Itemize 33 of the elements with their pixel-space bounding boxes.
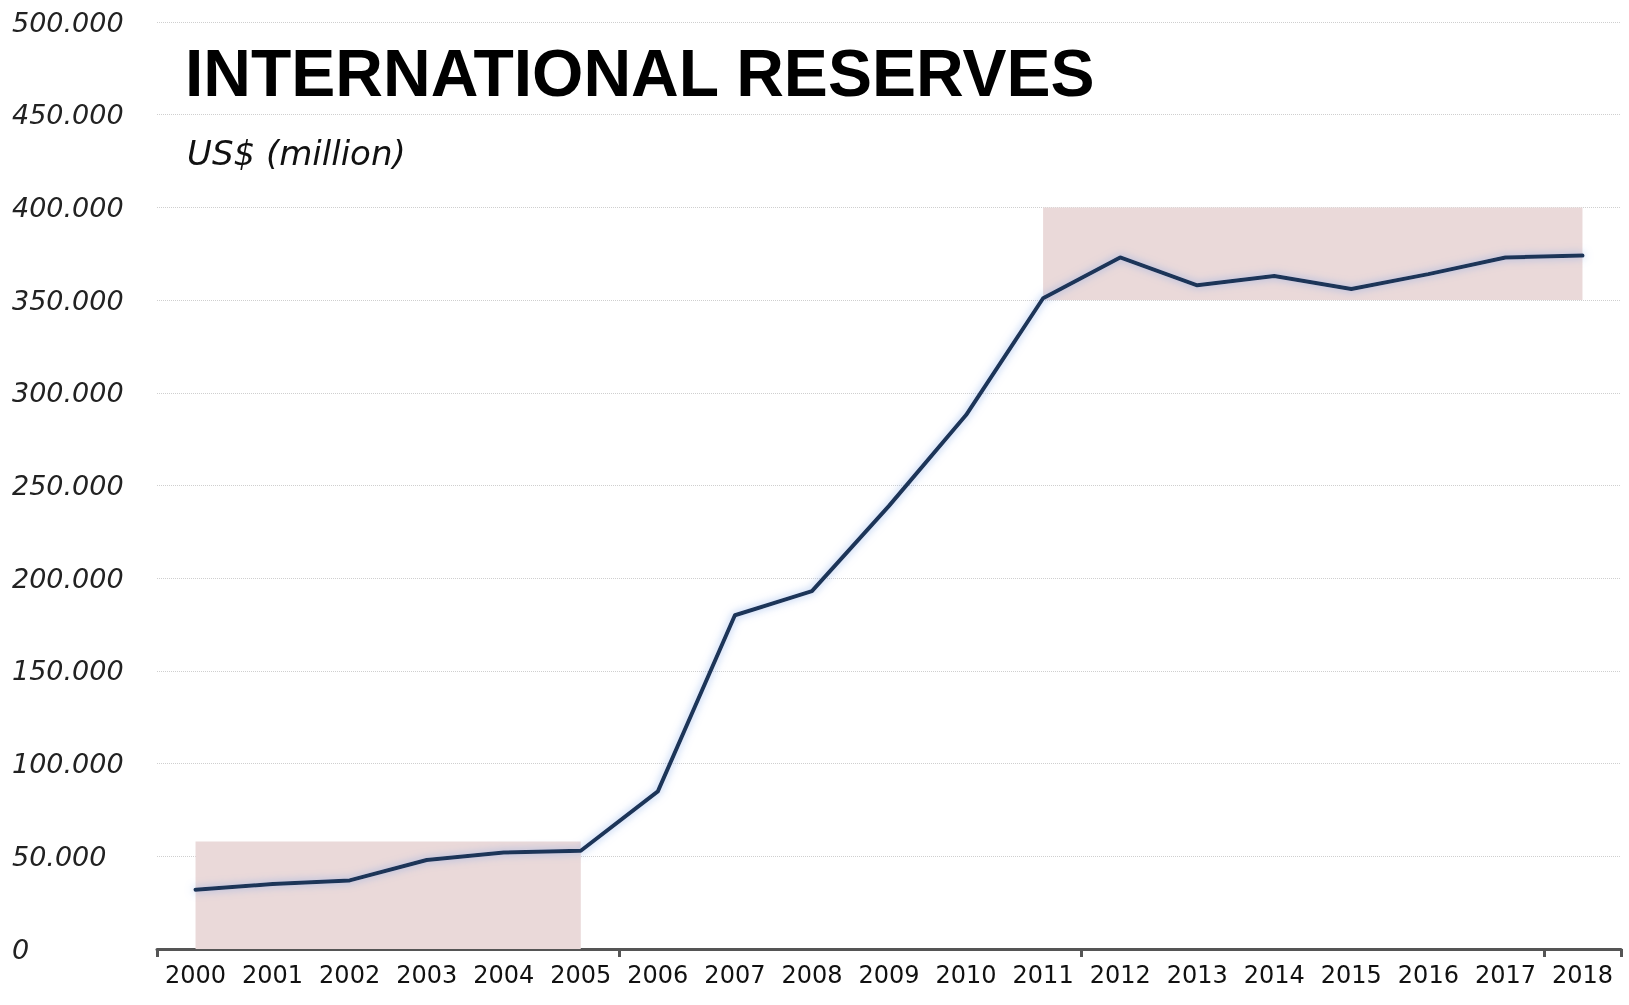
x-tick-label: 2018 bbox=[1551, 961, 1614, 989]
x-tick-label: 2008 bbox=[781, 961, 843, 989]
y-tick-label: 350.000 bbox=[12, 284, 124, 316]
y-tick-label: 450.000 bbox=[12, 99, 124, 131]
x-tick-label: 2000 bbox=[164, 961, 227, 989]
x-tick-label: 2005 bbox=[550, 961, 612, 989]
x-tick-label: 2002 bbox=[319, 961, 381, 989]
x-tick-label: 2004 bbox=[473, 961, 535, 989]
x-tick-label: 2016 bbox=[1397, 961, 1459, 989]
x-tick-label: 2006 bbox=[627, 961, 689, 989]
x-tick-label: 2007 bbox=[704, 961, 766, 989]
x-tick-label: 2009 bbox=[858, 961, 920, 989]
y-tick-label: 200.000 bbox=[12, 562, 124, 594]
line-series bbox=[193, 253, 1585, 892]
y-tick-label: 300.000 bbox=[12, 377, 124, 409]
x-tick-label: 2013 bbox=[1166, 961, 1228, 989]
x-tick-label: 2010 bbox=[935, 961, 997, 989]
x-tick-label: 2015 bbox=[1320, 961, 1382, 989]
y-tick-label: 100.000 bbox=[12, 748, 124, 780]
chart-title: INTERNATIONAL RESERVES bbox=[185, 36, 1095, 110]
y-tick-label: 150.000 bbox=[12, 655, 124, 687]
x-tick-label: 2012 bbox=[1089, 961, 1151, 989]
y-tick-label: 250.000 bbox=[12, 470, 124, 501]
y-tick-label: 50.000 bbox=[12, 840, 107, 872]
x-tick-label: 2001 bbox=[242, 961, 304, 989]
y-tick-label: 0 bbox=[12, 933, 30, 965]
x-tick-label: 2014 bbox=[1243, 961, 1305, 989]
text: US$ (million) bbox=[187, 133, 406, 173]
x-tick-label: 2003 bbox=[396, 961, 458, 989]
x-tick-label: 2017 bbox=[1474, 961, 1536, 989]
x-tick-label: 2011 bbox=[1012, 961, 1074, 989]
y-tick-label: 400.000 bbox=[12, 191, 124, 223]
y-tick-label: 500.000 bbox=[12, 6, 124, 38]
